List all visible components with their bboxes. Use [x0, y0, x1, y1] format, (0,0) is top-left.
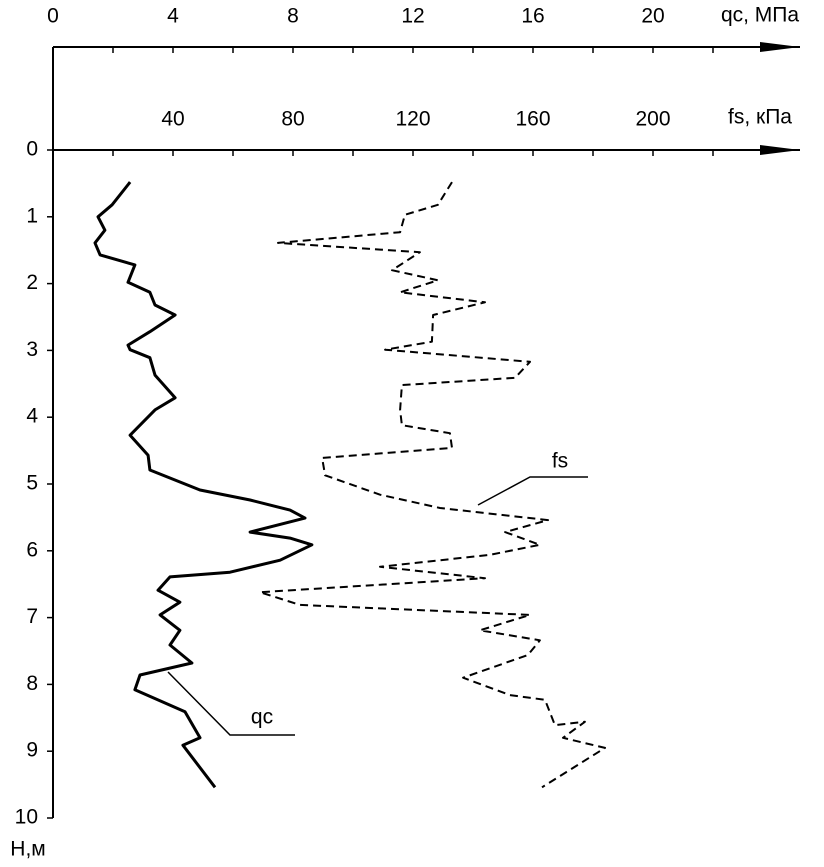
x-tick-label: 16 [521, 5, 544, 28]
x-tick-label: 200 [635, 108, 670, 131]
y-tick-label: 9 [26, 739, 38, 762]
x2-axis-label: fs, кПа [728, 106, 792, 129]
y-tick-label: 1 [26, 204, 38, 227]
series-line [259, 181, 606, 789]
y-tick-label: 10 [15, 806, 38, 829]
series-label: qc [251, 706, 273, 729]
y-tick-label: 4 [26, 405, 38, 428]
x-tick-label: 160 [515, 108, 550, 131]
y-tick-label: 3 [26, 338, 38, 361]
y-axis-label: Н,м [10, 838, 45, 861]
leader-line [477, 476, 588, 506]
x-tick-label: 120 [395, 108, 430, 131]
x-tick-label: 4 [167, 5, 179, 28]
x-tick-label: 40 [161, 108, 184, 131]
y-tick-label: 2 [26, 271, 38, 294]
x-tick-label: 0 [47, 5, 59, 28]
x2-axis-arrow [760, 145, 800, 155]
x-axis-label: qc, МПа [721, 4, 799, 27]
y-tick-label: 6 [26, 538, 38, 561]
y-tick-label: 0 [26, 138, 38, 161]
x-tick-label: 12 [401, 5, 424, 28]
x-tick-label: 8 [287, 5, 299, 28]
series-line [93, 181, 314, 789]
series-label: fs [552, 450, 568, 473]
x-tick-label: 80 [281, 108, 304, 131]
y-tick-label: 5 [26, 472, 38, 495]
y-tick-label: 8 [26, 672, 38, 695]
x-axis-arrow [760, 42, 800, 52]
x-tick-label: 20 [641, 5, 664, 28]
y-tick-label: 7 [26, 605, 38, 628]
leader-line [167, 671, 295, 736]
